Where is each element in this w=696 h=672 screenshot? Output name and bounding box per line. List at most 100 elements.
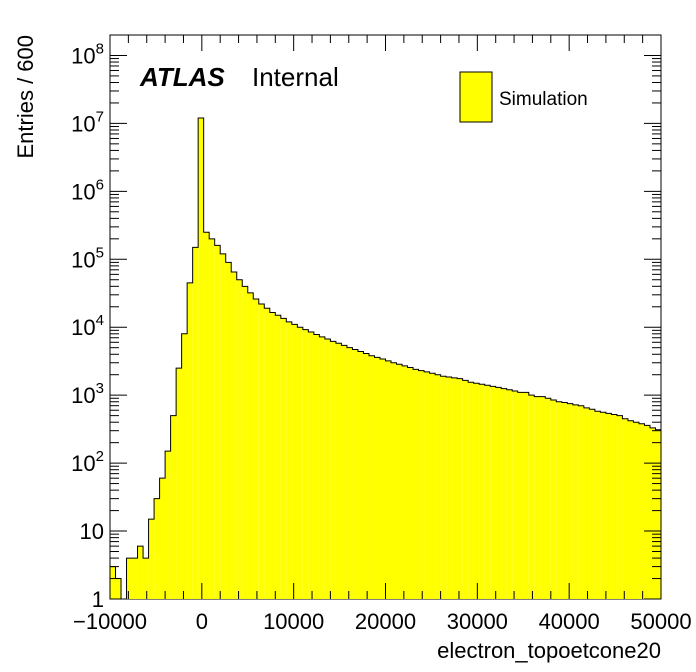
histogram-bar: [357, 351, 364, 599]
histogram-bar: [567, 403, 573, 599]
histogram-bar: [473, 383, 480, 599]
histogram-bar: [396, 364, 403, 599]
x-axis-title: electron_topoetcone20: [437, 638, 661, 663]
histogram-bar: [176, 368, 182, 599]
histogram-bar: [297, 327, 303, 599]
x-tick-label: 40000: [539, 609, 600, 634]
x-tick-label: 30000: [447, 609, 508, 634]
x-tick-label: 50000: [630, 609, 691, 634]
histogram-bar: [627, 420, 634, 599]
histogram-bar: [269, 312, 276, 599]
histogram-bar: [275, 315, 281, 599]
y-tick-label: 105: [71, 244, 104, 272]
histogram-layer: [109, 117, 662, 600]
histogram-bar: [253, 299, 259, 599]
histogram-bar: [429, 373, 436, 599]
legend: Simulation: [459, 71, 588, 123]
histogram-bar: [611, 414, 617, 599]
x-tick-labels: −10000 0 10000 20000 30000 40000 50000: [73, 609, 692, 634]
histogram-bar: [264, 308, 270, 599]
histogram-bar: [181, 333, 188, 599]
y-axis-title: Entries / 600: [13, 35, 38, 159]
histogram-bar: [413, 369, 419, 599]
x-tick-label: 10000: [263, 609, 324, 634]
histogram-bar: [462, 380, 469, 599]
histogram-bar: [605, 413, 612, 599]
histogram-bar: [242, 286, 248, 599]
histogram-bar: [132, 558, 138, 599]
histogram-bar: [578, 405, 584, 599]
histogram-bar: [198, 118, 204, 599]
histogram-bar: [148, 519, 155, 599]
histogram-bar: [368, 355, 375, 599]
histogram-outline: [109, 117, 662, 600]
histogram-bar: [391, 362, 397, 599]
y-tick-label: 107: [71, 108, 104, 136]
histogram-bar: [324, 339, 331, 599]
histogram-bar: [330, 341, 336, 599]
histogram-bar: [468, 382, 474, 599]
histogram-bar: [115, 578, 122, 599]
histogram-bar: [583, 407, 590, 599]
histogram-bar: [341, 345, 347, 599]
histogram-bar: [170, 415, 177, 599]
histogram-bar: [594, 411, 601, 599]
histogram-bar: [561, 402, 568, 599]
histogram-bar: [440, 376, 447, 599]
histogram-bar: [446, 377, 452, 599]
histogram-bar: [187, 282, 193, 599]
histogram-bar: [616, 415, 623, 599]
histogram-bar: [589, 409, 595, 599]
histogram-bar: [600, 412, 606, 599]
histogram-bar: [225, 262, 232, 599]
histogram-bar: [192, 247, 199, 599]
histogram-bar: [280, 318, 287, 599]
histogram-bar: [374, 357, 380, 599]
histogram-bar: [220, 253, 226, 600]
histogram-bar: [308, 332, 314, 599]
histogram-bar: [214, 245, 221, 599]
histogram-bar: [655, 429, 661, 599]
histogram-bar: [137, 546, 144, 599]
histogram-bar: [649, 427, 656, 599]
histogram-bar: [545, 398, 551, 599]
y-tick-label: 102: [71, 448, 104, 476]
histogram-bar: [154, 498, 160, 599]
histogram-bar: [346, 347, 353, 599]
legend-swatch: [459, 71, 493, 123]
status-label: Internal: [252, 62, 339, 92]
y-tick-label: 108: [71, 40, 104, 68]
histogram-bar: [379, 359, 386, 599]
histogram-bar: [512, 391, 518, 599]
histogram-bar: [534, 396, 540, 599]
histogram-bar: [556, 401, 562, 599]
histogram-bar: [539, 396, 546, 599]
y-tick-label: 106: [71, 176, 104, 204]
histogram-bar: [517, 392, 524, 599]
histogram-bar: [247, 292, 254, 599]
histogram-bar: [407, 367, 414, 599]
atlas-label: ATLAS: [139, 62, 225, 92]
y-tick-label: 104: [71, 312, 104, 340]
histogram-bar: [490, 386, 496, 599]
histogram-bar: [209, 238, 215, 599]
y-tick-label: 103: [71, 380, 104, 408]
histogram-bar: [572, 404, 579, 599]
histogram-bar: [291, 324, 298, 599]
histogram-bar: [165, 451, 171, 599]
histogram-bar: [313, 334, 320, 599]
histogram-bar: [236, 279, 243, 599]
histogram-bar: [528, 395, 535, 599]
histogram-bar: [159, 478, 166, 599]
histogram-bar: [126, 558, 133, 599]
histogram-bar: [335, 343, 342, 599]
histogram-bar: [506, 389, 513, 599]
histogram-bar: [319, 336, 325, 599]
histogram-bar: [143, 558, 149, 599]
histogram-bar: [402, 365, 408, 599]
x-tick-label: 0: [196, 609, 208, 634]
histogram-bar: [523, 392, 529, 599]
x-tick-label: −10000: [73, 609, 147, 634]
histogram-bar: [385, 360, 392, 599]
